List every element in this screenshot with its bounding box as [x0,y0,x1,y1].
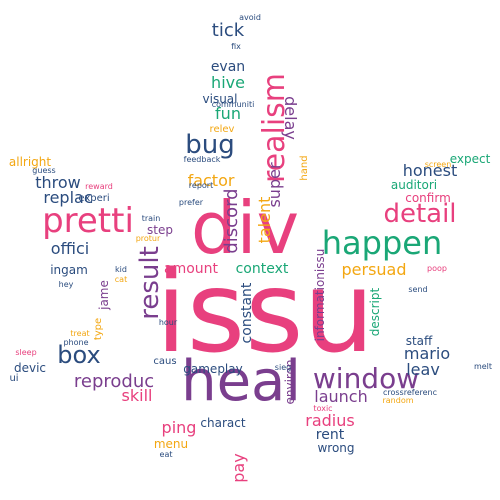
word: relev [209,124,235,135]
word: melt [473,362,493,371]
word: hey [58,280,74,289]
word: discord [221,188,242,254]
word: wrong [317,441,355,455]
word: hand [299,155,310,181]
word: send [408,285,428,294]
word: tick [211,20,245,41]
word: mario [403,344,451,363]
word: phone [63,338,89,347]
word: bug [185,130,235,160]
word: replac [43,188,93,207]
word: menu [153,437,189,451]
word: auditori [390,178,438,192]
word: communiti [211,100,255,109]
word: devic [13,361,47,375]
word: gameplay [183,362,243,376]
word: evan [210,59,246,75]
word: toxic [313,404,333,413]
word: reproduc [73,371,155,392]
word: ingam [50,263,88,277]
word: heal [181,349,301,414]
word: feedback [183,155,221,164]
word: sleep [15,348,37,357]
word: hour [158,318,178,327]
word: train [141,214,161,223]
word: staff [405,334,433,348]
word: pay [229,453,248,483]
word: context [235,261,289,277]
word: confirm [405,191,451,205]
word: expect [449,152,491,166]
word: offici [50,239,90,258]
word: protur [135,234,161,243]
word: throw [35,173,81,192]
word: issu [155,248,375,378]
word: fun [215,104,241,123]
word: detail [383,199,457,229]
word: allright [8,155,52,169]
word: honest [402,161,458,180]
word: random [382,396,414,405]
word: descript [368,287,382,337]
word: fix [231,42,241,51]
word: report [188,181,214,190]
word: sieg [274,363,292,372]
word: launch [314,387,368,406]
word: radius [305,411,355,430]
word: rent [315,427,345,443]
word: ui [9,373,19,384]
word: crossreferenc [382,388,438,397]
word: poop [427,264,447,273]
word: caus [153,356,177,367]
word: constant [239,282,255,344]
word: avoid [239,13,261,22]
word: experi [78,193,110,204]
word: screen [424,160,452,169]
word: guess [32,166,56,175]
word: amount [163,261,219,277]
word: leav [406,360,440,379]
word: super [265,162,284,208]
word: ping [161,418,197,437]
word: skill [121,386,153,405]
word: persuad [341,260,407,279]
word: div [190,186,300,270]
word: pretti [42,201,134,241]
word: factor [187,171,235,190]
word: informationissu [313,248,327,342]
word: reward [85,182,113,191]
word: jame [97,280,111,310]
word: kid [115,265,127,274]
word: happen [321,224,443,262]
word: cat [114,275,128,284]
word: hive [211,73,245,92]
word: visual [202,92,238,106]
word: step [147,223,173,237]
word: box [57,341,101,369]
word: result [135,246,165,320]
word: prefer [178,198,204,207]
word: charact [200,416,246,430]
word: delay [281,96,300,140]
word: treat [70,329,90,338]
word: type [93,317,104,341]
word: eat [159,450,173,459]
word: window [312,362,420,395]
